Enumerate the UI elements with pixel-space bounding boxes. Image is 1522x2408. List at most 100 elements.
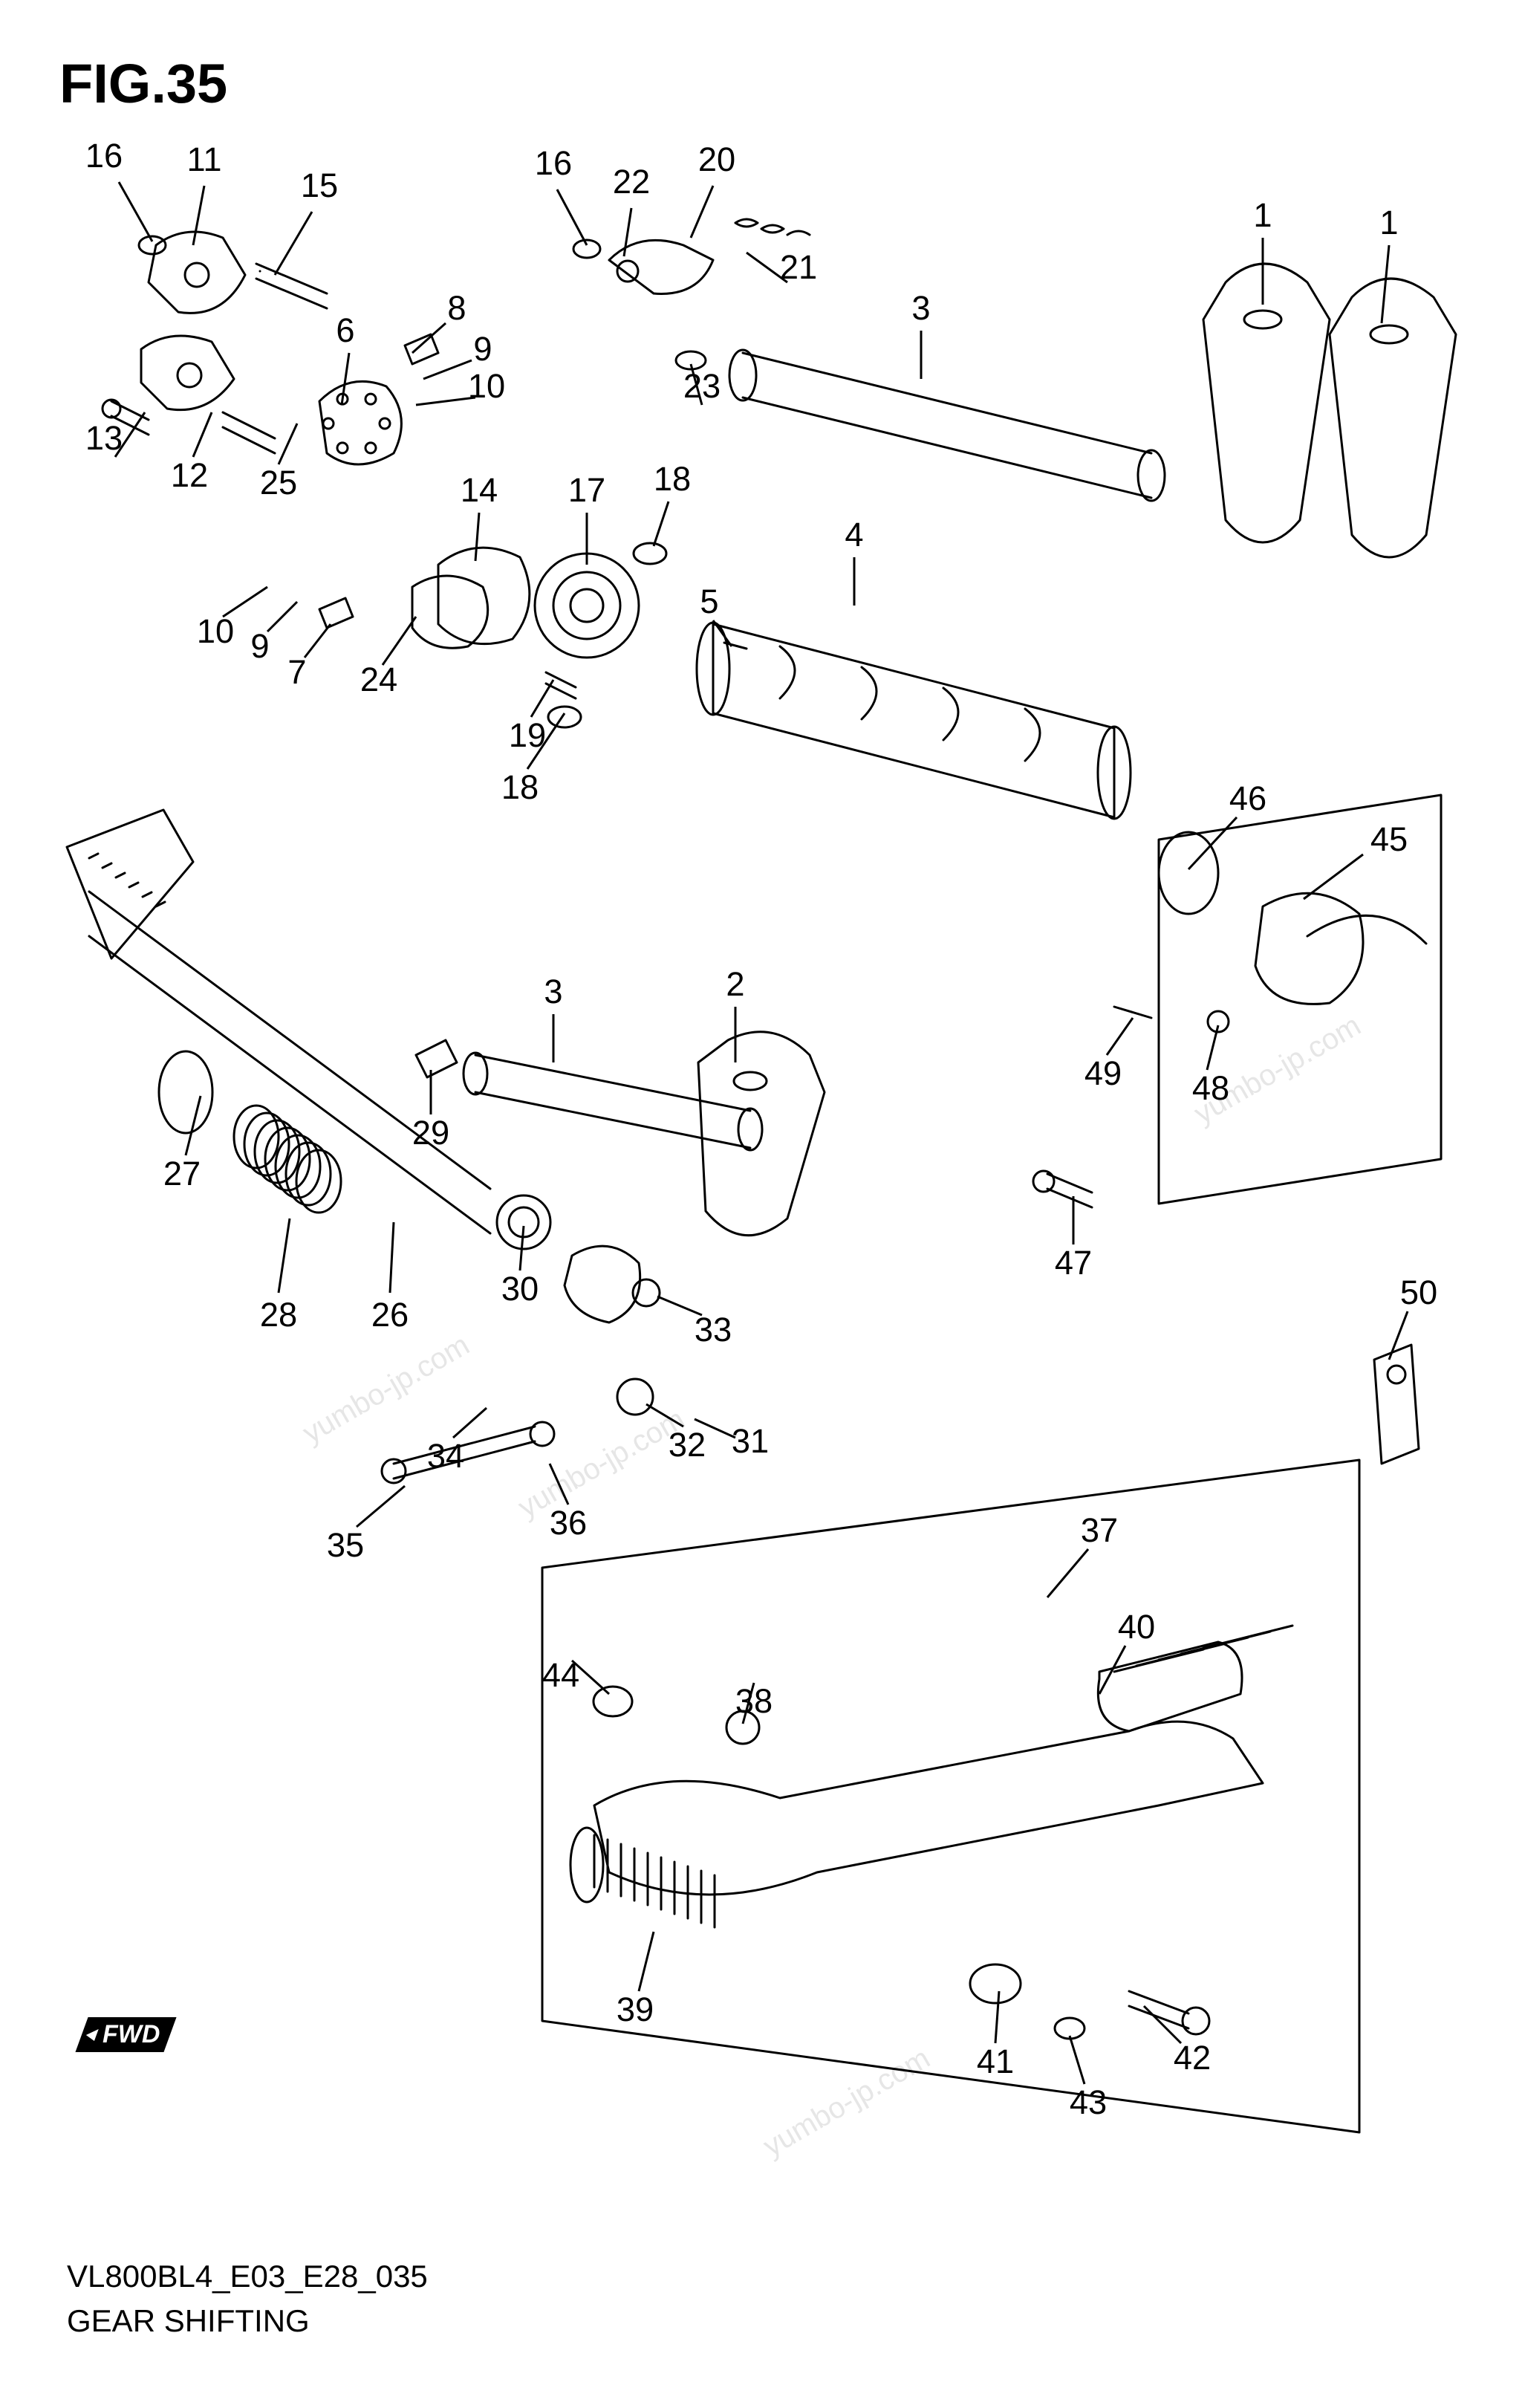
- callout-23: 23: [683, 367, 721, 406]
- leader-line: [646, 1404, 683, 1427]
- callout-9: 9: [250, 627, 269, 666]
- callout-27: 27: [163, 1155, 201, 1193]
- callout-32: 32: [669, 1426, 706, 1464]
- part-spring-21: [735, 219, 810, 235]
- callout-37: 37: [1081, 1511, 1118, 1550]
- callout-18: 18: [654, 460, 691, 499]
- part-screw-47-head: [1033, 1171, 1054, 1192]
- callout-26: 26: [371, 1296, 409, 1334]
- leader-line: [1389, 1311, 1408, 1360]
- part-collar-27: [159, 1051, 212, 1133]
- part-cam-6-pin: [337, 443, 348, 453]
- part-plate-18b: [548, 707, 581, 727]
- callout-38: 38: [735, 1682, 773, 1721]
- leader-line: [279, 1218, 290, 1293]
- part-lever-serration: [103, 863, 111, 868]
- callout-42: 42: [1174, 2039, 1211, 2077]
- callout-18: 18: [501, 768, 539, 807]
- fwd-direction-badge: FWD: [75, 2017, 177, 2052]
- leader-line: [342, 353, 349, 405]
- leader-line: [193, 186, 204, 245]
- callout-3: 3: [544, 973, 562, 1011]
- callout-31: 31: [732, 1422, 769, 1461]
- part-shaft-26: [89, 936, 490, 1233]
- part-screw-19: [546, 672, 576, 698]
- part-lever-tip: [67, 810, 193, 958]
- callout-46: 46: [1229, 779, 1266, 818]
- part-switch-45: [1255, 893, 1363, 1004]
- callout-40: 40: [1118, 1608, 1155, 1646]
- leaders-svg: [0, 0, 1522, 2408]
- part-spring-28: [265, 1128, 310, 1190]
- part-plate-11-hole: [185, 263, 209, 287]
- callout-1: 1: [1379, 204, 1398, 242]
- part-spacer-41: [970, 1964, 1021, 2003]
- part-shaft-3a-end2: [1138, 450, 1165, 501]
- leader-line: [279, 423, 297, 464]
- part-shaft-3b-end: [464, 1053, 487, 1094]
- footer-code: VL800BL4_E03_E28_035: [67, 2259, 428, 2294]
- callout-9: 9: [473, 330, 492, 369]
- part-shaft-3b: [475, 1055, 750, 1111]
- part-cam-6-pin: [365, 443, 376, 453]
- part-washer-43: [1055, 2018, 1084, 2039]
- callout-34: 34: [427, 1437, 464, 1476]
- leader-line: [1207, 1025, 1218, 1070]
- callout-10: 10: [197, 612, 234, 651]
- part-spring-28: [234, 1106, 279, 1168]
- part-shaft-3a: [743, 397, 1151, 498]
- part-stop-29: [416, 1040, 457, 1077]
- callout-3: 3: [911, 289, 930, 328]
- part-ball-32: [617, 1379, 653, 1415]
- leader-line: [624, 208, 631, 256]
- callout-24: 24: [360, 661, 397, 699]
- part-cam-6-pin: [380, 418, 390, 429]
- callout-47: 47: [1055, 1244, 1092, 1282]
- part-plate-12-hole: [178, 363, 201, 387]
- callout-12: 12: [171, 456, 208, 495]
- figure-title: FIG.35: [59, 52, 227, 115]
- callout-7: 7: [287, 653, 306, 692]
- part-shaft-3a: [743, 353, 1151, 453]
- part-lever-serration: [89, 854, 98, 858]
- callout-49: 49: [1084, 1054, 1122, 1093]
- part-shift-cam-4-end: [697, 623, 729, 715]
- part-pin-5: [724, 643, 747, 649]
- leader-line: [412, 323, 446, 353]
- part-seal-30: [509, 1207, 539, 1237]
- callout-28: 28: [260, 1296, 297, 1334]
- part-clip-50: [1374, 1345, 1419, 1464]
- part-cam-6-pin: [337, 394, 348, 404]
- part-bearing-17: [553, 572, 620, 639]
- watermark: yumbo-jp.com: [758, 2042, 935, 2164]
- leader-line: [193, 412, 212, 457]
- part-stopper-pivot: [617, 261, 638, 282]
- leader-line: [423, 360, 472, 379]
- part-bolt-42-head: [1183, 2008, 1209, 2034]
- leader-line: [531, 680, 553, 717]
- leader-line: [520, 1226, 524, 1270]
- part-bolt-13-head: [103, 400, 120, 418]
- part-oring-46: [1159, 832, 1218, 914]
- callout-5: 5: [700, 582, 718, 621]
- leader-line: [550, 1464, 568, 1505]
- callout-43: 43: [1070, 2083, 1107, 2122]
- part-fork-1b-hole: [1370, 325, 1408, 343]
- part-shift-cam-4-end2: [1098, 727, 1131, 819]
- callout-22: 22: [613, 163, 650, 201]
- callout-35: 35: [327, 1526, 364, 1565]
- part-shift-cam-4: [713, 624, 1114, 817]
- part-cam-6-pin: [365, 394, 376, 404]
- leader-line: [383, 617, 416, 665]
- callout-14: 14: [461, 471, 498, 510]
- callout-30: 30: [501, 1270, 539, 1308]
- footer-name: GEAR SHIFTING: [67, 2303, 310, 2339]
- callout-20: 20: [698, 140, 735, 179]
- leader-line: [639, 1932, 654, 1991]
- leader-line: [1304, 854, 1363, 899]
- part-lever-serration: [143, 892, 152, 897]
- diagram-page: FIG.35 FWD VL800BL4_E03_E28_035 GEAR SHI…: [0, 0, 1522, 2408]
- part-spring-28: [255, 1120, 299, 1183]
- part-spring-28: [296, 1150, 341, 1213]
- part-screw-47: [1047, 1174, 1092, 1207]
